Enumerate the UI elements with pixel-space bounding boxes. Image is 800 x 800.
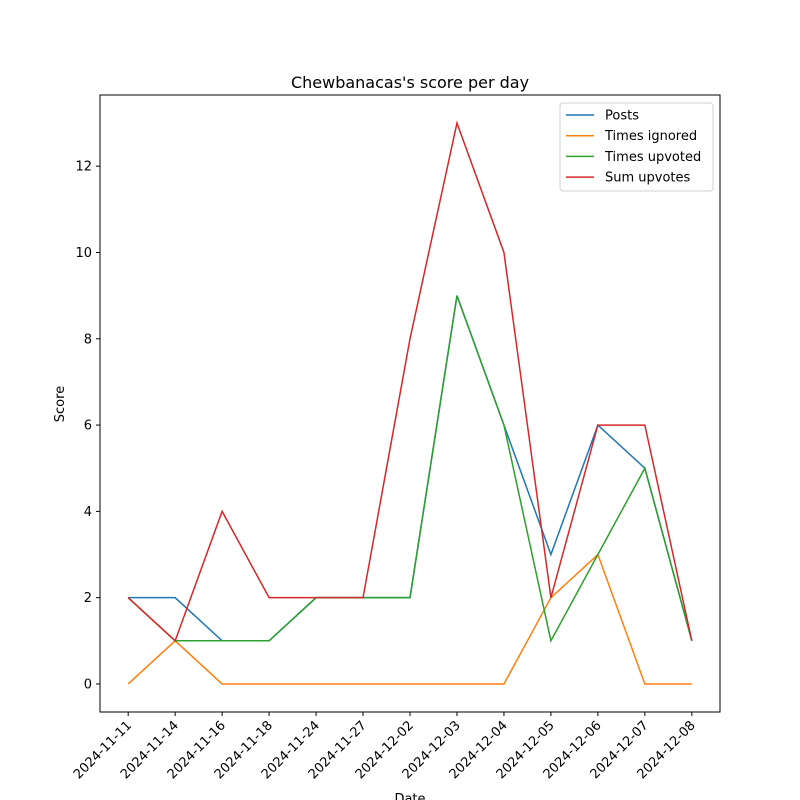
series-line [127, 295, 693, 643]
legend-box [559, 102, 714, 192]
series-line [127, 553, 692, 685]
y-tick-label: 6 [84, 419, 92, 434]
chart-title: Chewbanacas's score per day [291, 73, 529, 92]
y-tick-label: 12 [75, 160, 92, 175]
legend-label: Sum upvotes [605, 171, 691, 186]
series-line [127, 120, 693, 643]
legend-label: Times ignored [604, 129, 697, 144]
x-axis-label: Date [394, 792, 425, 800]
y-tick-label: 2 [84, 591, 92, 606]
y-tick-label: 8 [84, 332, 92, 347]
y-tick-label: 0 [84, 677, 92, 692]
y-tick-label: 4 [84, 505, 92, 520]
series-line [128, 295, 693, 642]
y-tick-label: 10 [75, 246, 92, 261]
legend-label: Posts [605, 109, 639, 124]
axes-frame [99, 94, 721, 713]
y-axis-label: Score [53, 386, 68, 422]
legend-label: Times upvoted [604, 150, 701, 165]
